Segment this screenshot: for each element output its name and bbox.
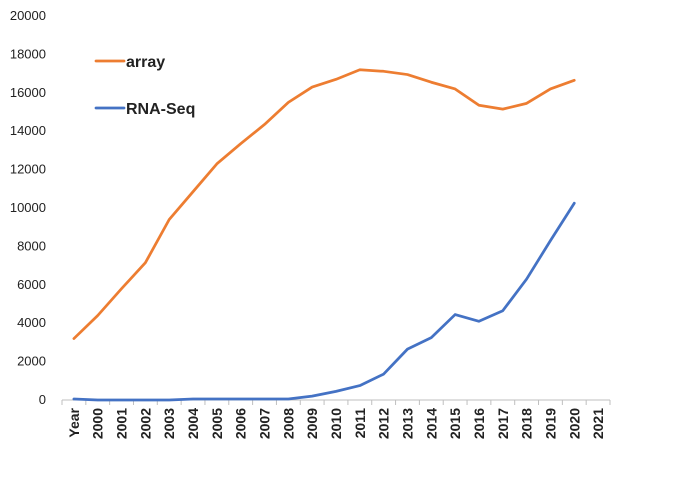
x-axis-ticks: Year 2000 2001 2002 2003 2004 2005 2006 2007 2008… (61, 400, 611, 439)
legend-label: RNA-Seq (126, 101, 195, 118)
y-tick-label: 10000 (10, 200, 46, 215)
legend: array RNA-Seq (94, 54, 195, 118)
x-tick-label: 2010 (328, 408, 344, 439)
x-tick-label: 2009 (304, 408, 320, 439)
x-tick-label: 2007 (257, 408, 273, 439)
y-axis-ticks: 0 2000 4000 6000 8000 10000 12000 14000 16000 180… (10, 8, 46, 407)
series-lines (72, 68, 576, 402)
x-tick-label: 2000 (90, 408, 106, 439)
legend-label: array (126, 54, 165, 71)
x-tick-label: 2011 (352, 408, 368, 439)
x-tick-label: 2008 (280, 408, 296, 439)
y-tick-label: 14000 (10, 123, 46, 138)
x-tick-label: 2003 (161, 408, 177, 439)
x-tick-label: 2016 (471, 408, 487, 439)
series-line-rna-seq (72, 201, 576, 402)
y-tick-label: 12000 (10, 162, 46, 177)
x-tick-label: 2012 (376, 408, 392, 439)
x-tick-label: 2020 (566, 408, 582, 439)
y-tick-label: 20000 (10, 8, 46, 23)
y-tick-label: 4000 (17, 315, 46, 330)
x-tick-label: 2005 (209, 408, 225, 439)
series-line-array (72, 68, 576, 340)
x-tick-label: 2006 (233, 408, 249, 439)
x-tick-label: 2002 (137, 408, 153, 439)
x-tick-label: 2018 (519, 408, 535, 439)
x-tick-label: 2017 (495, 408, 511, 439)
x-tick-label: 2013 (399, 408, 415, 439)
x-tick-label: Year (66, 407, 82, 437)
x-tick-label: 2004 (185, 408, 201, 439)
x-tick-label: 2014 (423, 408, 439, 439)
x-tick-label: 2021 (590, 408, 606, 439)
y-tick-label: 8000 (17, 238, 46, 253)
x-tick-label: 2019 (542, 408, 558, 439)
y-tick-label: 0 (39, 392, 46, 407)
x-tick-label: 2015 (447, 408, 463, 439)
x-tick-label: 2001 (114, 408, 130, 439)
y-tick-label: 2000 (17, 354, 46, 369)
y-tick-label: 18000 (10, 46, 46, 61)
y-tick-label: 6000 (17, 277, 46, 292)
y-tick-label: 16000 (10, 85, 46, 100)
